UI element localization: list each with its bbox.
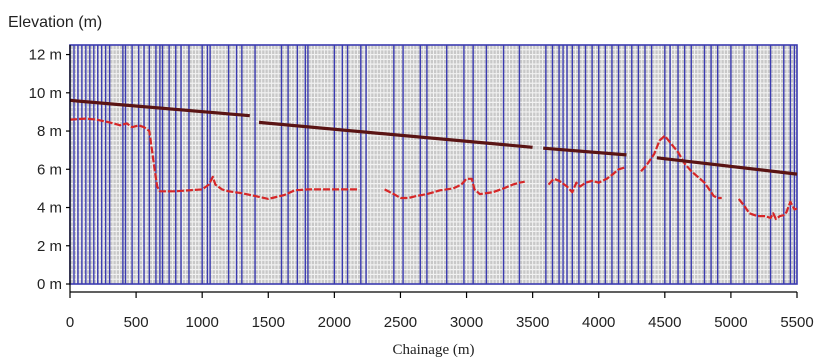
y-ticks: 0 m 2 m 4 m 6 m 8 m 10 m 12 m xyxy=(29,47,70,293)
top-profile-line xyxy=(543,146,627,157)
x-tick-label: 5000 xyxy=(714,314,747,331)
top-profile-line xyxy=(656,156,798,176)
vertical-gridlines xyxy=(69,44,798,285)
ground-profile-line xyxy=(640,134,722,200)
top-profile-line xyxy=(69,98,250,118)
ground-profile-line xyxy=(69,117,359,200)
x-tick-label: 3000 xyxy=(450,314,483,331)
y-tick-label: 2 m xyxy=(37,238,62,255)
x-tick-label: 2000 xyxy=(318,314,351,331)
x-ticks: 0 500 1000 1500 2000 2500 3000 3500 4000 4500 5000… xyxy=(66,292,814,331)
y-tick-label: 12 m xyxy=(29,47,62,64)
x-tick-label: 0 xyxy=(66,314,74,331)
minor-gridlines xyxy=(69,44,798,285)
x-tick-label: 1500 xyxy=(252,314,285,331)
y-tick-label: 0 m xyxy=(37,276,62,293)
y-tick-label: 4 m xyxy=(37,200,62,217)
ground-profile-line xyxy=(547,166,626,194)
x-tick-label: 500 xyxy=(124,314,149,331)
x-tick-label: 3500 xyxy=(516,314,549,331)
x-tick-label: 2500 xyxy=(384,314,417,331)
axes: 0 m 2 m 4 m 6 m 8 m 10 m 12 m 0 500 1000 1500 2000… xyxy=(29,45,814,331)
ground-profile-line xyxy=(384,177,525,200)
y-tick-label: 8 m xyxy=(37,123,62,140)
top-profile-line xyxy=(258,120,533,149)
ground-profile-line xyxy=(737,198,798,221)
y-tick-label: 6 m xyxy=(37,161,62,178)
y-tick-label: 10 m xyxy=(29,85,62,102)
x-tick-label: 4000 xyxy=(582,314,615,331)
x-tick-label: 4500 xyxy=(648,314,681,331)
x-axis-label: Chainage (m) xyxy=(392,342,474,358)
plot-area xyxy=(69,44,798,285)
y-axis-label: Elevation (m) xyxy=(8,14,102,31)
series-layer xyxy=(69,98,798,221)
x-tick-label: 5500 xyxy=(780,314,813,331)
x-tick-label: 1000 xyxy=(185,314,218,331)
